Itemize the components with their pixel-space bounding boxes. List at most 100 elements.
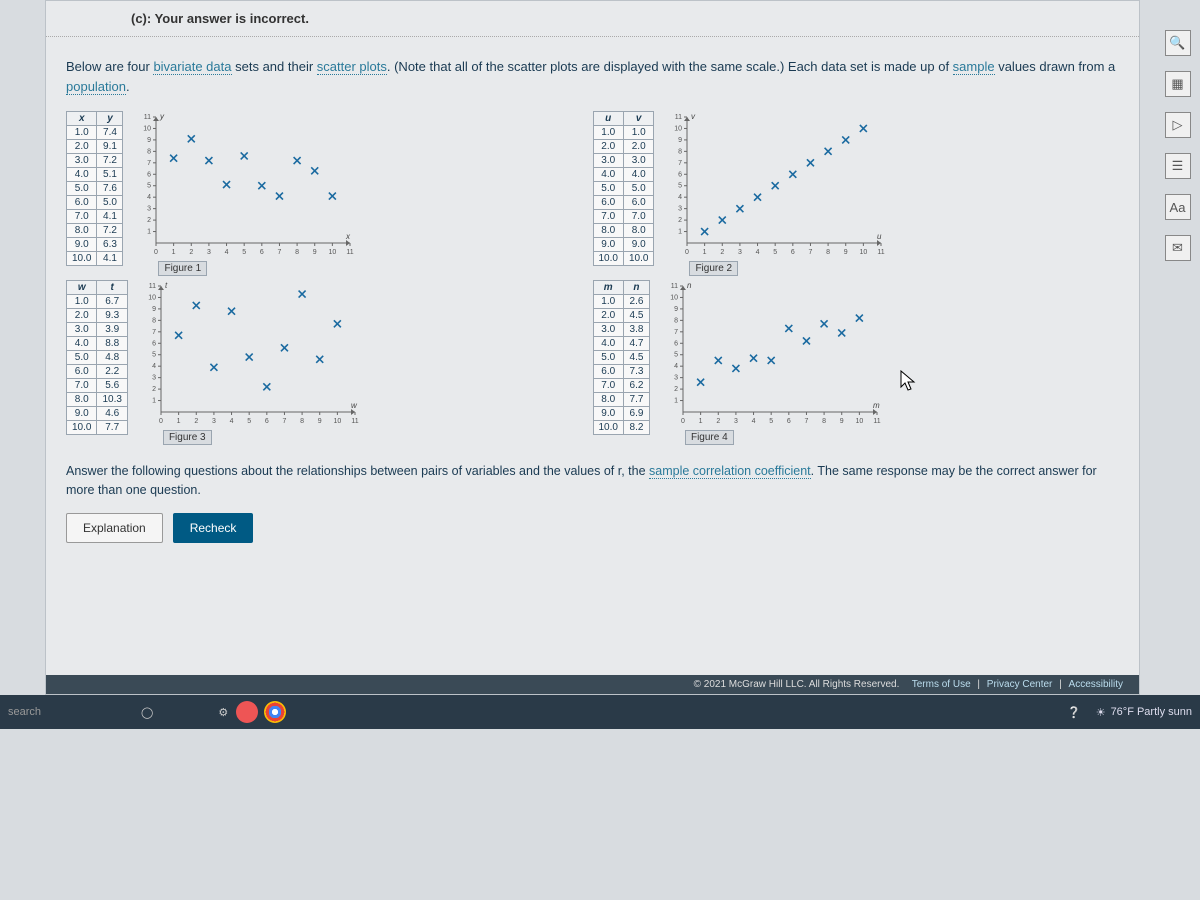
tool-icon-2[interactable]: ▦ bbox=[1165, 71, 1191, 97]
svg-text:9: 9 bbox=[148, 137, 152, 144]
terms-link[interactable]: Terms of Use bbox=[912, 679, 971, 690]
svg-text:0: 0 bbox=[159, 418, 163, 425]
taskbar-circle-icon[interactable]: ◯ bbox=[141, 706, 153, 719]
taskbar-weather[interactable]: ☀ 76°F Partly sunn bbox=[1096, 706, 1192, 719]
taskbar-help-icon[interactable]: ❔ bbox=[1067, 706, 1081, 719]
datasets-grid: xy1.07.42.09.13.07.24.05.15.07.66.05.07.… bbox=[46, 104, 1139, 452]
svg-text:0: 0 bbox=[685, 249, 689, 256]
footer: © 2021 McGraw Hill LLC. All Rights Reser… bbox=[46, 675, 1139, 694]
svg-text:y: y bbox=[159, 112, 165, 121]
svg-text:9: 9 bbox=[674, 306, 678, 313]
tool-icon-3[interactable]: ▷ bbox=[1165, 112, 1191, 138]
svg-text:9: 9 bbox=[313, 249, 317, 256]
svg-text:11: 11 bbox=[149, 283, 156, 290]
svg-text:4: 4 bbox=[148, 194, 152, 201]
svg-text:10: 10 bbox=[860, 249, 868, 256]
svg-text:11: 11 bbox=[351, 418, 358, 425]
tool-icon-4[interactable]: ☰ bbox=[1165, 153, 1191, 179]
svg-text:11: 11 bbox=[873, 418, 880, 425]
figure-label-2: Figure 2 bbox=[689, 261, 738, 276]
svg-text:7: 7 bbox=[282, 418, 286, 425]
scatter-plot-2: 012345678910111234567891011uv bbox=[659, 111, 889, 261]
svg-text:6: 6 bbox=[791, 249, 795, 256]
svg-text:3: 3 bbox=[212, 418, 216, 425]
tool-icon-6[interactable]: ✉ bbox=[1165, 235, 1191, 261]
svg-text:10: 10 bbox=[333, 418, 341, 425]
svg-text:5: 5 bbox=[243, 249, 247, 256]
svg-text:10: 10 bbox=[144, 125, 152, 132]
svg-text:6: 6 bbox=[260, 249, 264, 256]
svg-text:u: u bbox=[877, 232, 882, 241]
intro-text: Below are four bivariate data sets and t… bbox=[46, 37, 1139, 104]
svg-text:2: 2 bbox=[148, 217, 152, 224]
svg-text:9: 9 bbox=[840, 418, 844, 425]
question-panel: (c): Your answer is incorrect. Below are… bbox=[45, 0, 1140, 695]
svg-text:1: 1 bbox=[152, 398, 156, 405]
dataset-2: uv1.01.02.02.03.03.04.04.05.05.06.06.07.… bbox=[593, 109, 1120, 278]
svg-text:2: 2 bbox=[679, 217, 683, 224]
dataset-1: xy1.07.42.09.13.07.24.05.15.07.66.05.07.… bbox=[66, 109, 593, 278]
svg-text:3: 3 bbox=[674, 375, 678, 382]
svg-text:5: 5 bbox=[152, 352, 156, 359]
svg-text:6: 6 bbox=[152, 340, 156, 347]
svg-text:8: 8 bbox=[679, 148, 683, 155]
svg-text:3: 3 bbox=[152, 375, 156, 382]
button-bar: Explanation Recheck bbox=[46, 505, 1139, 551]
svg-text:1: 1 bbox=[172, 249, 176, 256]
link-correlation[interactable]: sample correlation coefficient bbox=[649, 464, 811, 479]
link-sample[interactable]: sample bbox=[953, 59, 995, 75]
svg-text:6: 6 bbox=[679, 171, 683, 178]
svg-text:1: 1 bbox=[703, 249, 707, 256]
svg-text:4: 4 bbox=[752, 418, 756, 425]
svg-text:4: 4 bbox=[225, 249, 229, 256]
svg-text:3: 3 bbox=[679, 206, 683, 213]
recheck-button[interactable]: Recheck bbox=[173, 513, 254, 543]
accessibility-link[interactable]: Accessibility bbox=[1069, 679, 1123, 690]
svg-text:3: 3 bbox=[738, 249, 742, 256]
tool-icon-5[interactable]: Aa bbox=[1165, 194, 1191, 220]
data-table-2: uv1.01.02.02.03.03.04.04.05.05.06.06.07.… bbox=[593, 111, 655, 266]
svg-text:2: 2 bbox=[674, 386, 678, 393]
svg-text:8: 8 bbox=[296, 249, 300, 256]
svg-text:10: 10 bbox=[329, 249, 337, 256]
link-bivariate-data[interactable]: bivariate data bbox=[153, 59, 231, 75]
svg-text:t: t bbox=[165, 281, 168, 290]
svg-text:3: 3 bbox=[148, 206, 152, 213]
svg-text:x: x bbox=[345, 232, 351, 241]
svg-text:7: 7 bbox=[278, 249, 282, 256]
figure-label-1: Figure 1 bbox=[158, 261, 207, 276]
svg-text:6: 6 bbox=[148, 171, 152, 178]
svg-text:4: 4 bbox=[756, 249, 760, 256]
svg-text:10: 10 bbox=[670, 294, 678, 301]
svg-text:10: 10 bbox=[148, 294, 156, 301]
svg-text:5: 5 bbox=[674, 352, 678, 359]
explanation-button[interactable]: Explanation bbox=[66, 513, 163, 543]
privacy-link[interactable]: Privacy Center bbox=[987, 679, 1053, 690]
svg-text:6: 6 bbox=[674, 340, 678, 347]
taskbar-app-icon[interactable]: ⚙ bbox=[218, 706, 228, 719]
feedback-message: (c): Your answer is incorrect. bbox=[46, 1, 1139, 37]
svg-text:11: 11 bbox=[671, 283, 678, 290]
svg-text:11: 11 bbox=[144, 114, 151, 121]
svg-text:2: 2 bbox=[190, 249, 194, 256]
svg-text:n: n bbox=[687, 281, 692, 290]
svg-text:1: 1 bbox=[177, 418, 181, 425]
tool-icon-1[interactable]: 🔍 bbox=[1165, 30, 1191, 56]
taskbar-chrome-icon[interactable] bbox=[264, 701, 286, 723]
svg-text:10: 10 bbox=[855, 418, 863, 425]
svg-text:8: 8 bbox=[148, 148, 152, 155]
svg-text:8: 8 bbox=[674, 317, 678, 324]
svg-text:7: 7 bbox=[809, 249, 813, 256]
figure-label-3: Figure 3 bbox=[163, 430, 212, 445]
svg-text:2: 2 bbox=[716, 418, 720, 425]
svg-text:1: 1 bbox=[674, 398, 678, 405]
data-table-3: wt1.06.72.09.33.03.94.08.85.04.86.02.27.… bbox=[66, 280, 128, 435]
svg-text:9: 9 bbox=[844, 249, 848, 256]
svg-text:w: w bbox=[351, 401, 358, 410]
svg-text:1: 1 bbox=[679, 229, 683, 236]
taskbar-search[interactable]: search bbox=[8, 706, 41, 718]
data-table-1: xy1.07.42.09.13.07.24.05.15.07.66.05.07.… bbox=[66, 111, 123, 266]
taskbar-red-icon[interactable] bbox=[236, 701, 258, 723]
link-scatter-plots[interactable]: scatter plots bbox=[317, 59, 387, 75]
link-population[interactable]: population bbox=[66, 79, 126, 95]
